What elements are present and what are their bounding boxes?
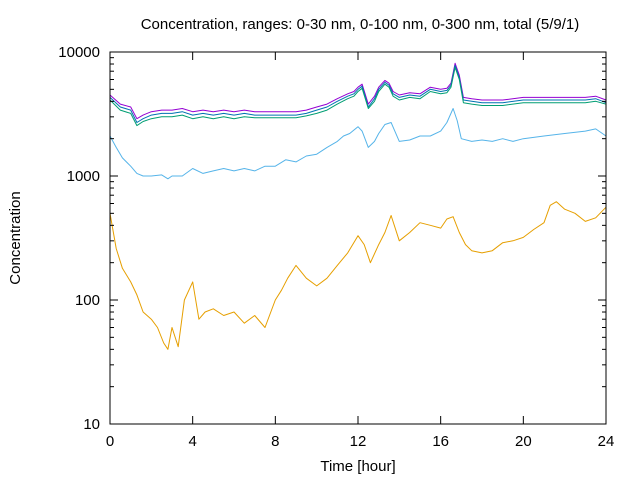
- x-tick-label: 20: [515, 433, 532, 450]
- x-tick-label: 8: [271, 433, 279, 450]
- y-tick-label: 10000: [58, 44, 100, 61]
- y-tick-label: 100: [75, 292, 100, 309]
- chart-title: Concentration, ranges: 0-30 nm, 0-100 nm…: [141, 16, 580, 33]
- x-tick-label: 24: [598, 433, 615, 450]
- series-line-3: [109, 67, 607, 127]
- x-axis-label: Time [hour]: [320, 458, 395, 475]
- y-tick-label: 1000: [67, 168, 100, 185]
- x-tick-label: 0: [106, 433, 114, 450]
- series-line-4: [109, 108, 607, 180]
- plot-frame: [109, 51, 607, 425]
- x-tick-label: 16: [432, 433, 449, 450]
- series-line-5: [109, 201, 607, 350]
- axis-layer: 0 4 8 12 16 20 24 10 100 1000 10000: [58, 44, 614, 450]
- series-line-1: [109, 62, 607, 120]
- series-line-2: [109, 64, 607, 123]
- y-axis-label: Concentration: [7, 191, 24, 284]
- series-layer: [109, 62, 607, 350]
- x-tick-label: 4: [188, 433, 196, 450]
- y-tick-label: 10: [83, 416, 100, 433]
- x-tick-label: 12: [350, 433, 367, 450]
